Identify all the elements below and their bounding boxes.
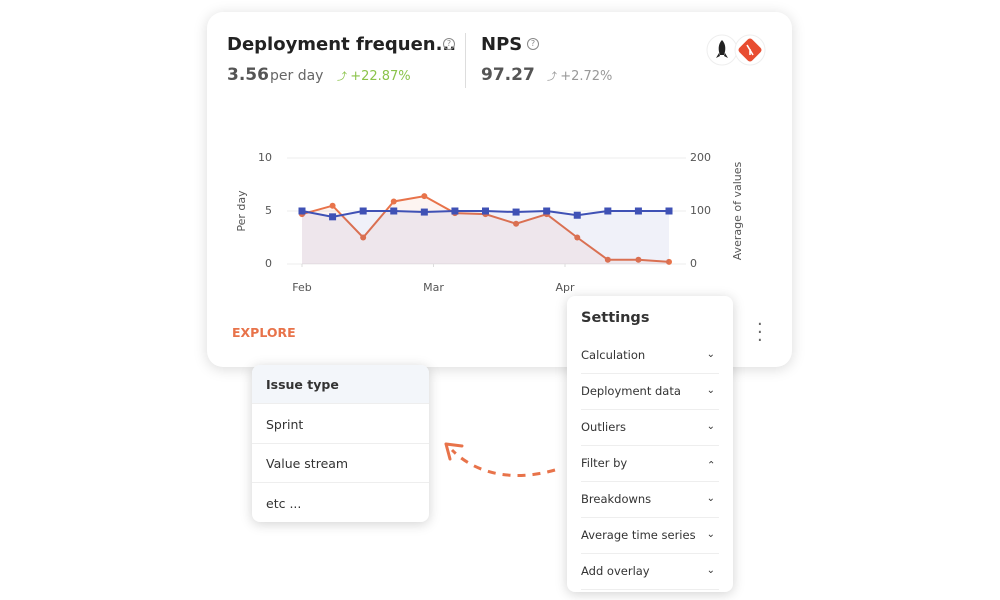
settings-item[interactable]: Breakdowns ⌄ [581, 481, 719, 518]
change-text: +22.87% [350, 69, 411, 84]
x-tick-label: Apr [556, 281, 576, 294]
point-marker [665, 207, 673, 215]
metric-value: 3.56 [227, 65, 269, 85]
help-icon[interactable]: ? [443, 38, 455, 50]
point-marker [634, 207, 642, 215]
metric-title: Deployment frequen... [227, 34, 457, 55]
metric-title: NPS [481, 34, 523, 55]
y-tick-label: 10 [258, 151, 272, 164]
y2-tick-label: 100 [690, 204, 711, 217]
point-marker [635, 256, 642, 263]
point-marker [390, 198, 397, 205]
arrow-head [444, 442, 464, 461]
point-marker [666, 258, 672, 265]
divider [465, 33, 466, 88]
point-marker [604, 207, 612, 215]
settings-item[interactable]: Calculation ⌄ [581, 337, 719, 374]
metric-change: ⤴ +22.87% [337, 69, 411, 84]
point-marker [329, 213, 337, 221]
y-tick-label: 0 [265, 257, 272, 270]
point-marker [298, 207, 306, 215]
x-tick-label: Feb [292, 281, 311, 294]
y-tick-label: 5 [265, 204, 272, 217]
y2-tick-label: 200 [690, 151, 711, 164]
settings-title: Settings [581, 310, 650, 326]
source-icons [706, 34, 766, 66]
settings-item[interactable]: Filter by ⌄ [581, 445, 719, 482]
filter-item[interactable]: Issue type [252, 365, 429, 404]
point-marker [329, 202, 336, 209]
point-marker [604, 256, 611, 263]
metric-unit: per day [270, 68, 324, 84]
point-marker [451, 207, 459, 215]
rocket-shape [716, 40, 728, 58]
settings-item[interactable]: Average time series ⌄ [581, 517, 719, 554]
series-area [302, 211, 669, 264]
metric-card: Deployment frequen... ? 3.56 per day ⤴ +… [207, 12, 792, 367]
chevron: ⌄ [706, 385, 715, 396]
chevron: ⌄ [706, 349, 715, 360]
point-marker [543, 207, 551, 215]
point-marker [574, 234, 581, 241]
explore-link[interactable]: EXPLORE [232, 325, 296, 340]
filter-item[interactable]: Sprint [252, 405, 429, 444]
chart: Per day Average of values 05100100200Feb… [235, 151, 744, 294]
settings-item[interactable]: Deployment data ⌄ [581, 373, 719, 410]
settings-item[interactable]: Add overlay ⌄ [581, 553, 719, 590]
y2-axis-label: Average of values [731, 161, 744, 260]
help-icon[interactable]: ? [527, 38, 539, 50]
y2-tick-label: 0 [690, 257, 697, 270]
point-marker [513, 220, 520, 227]
point-marker [421, 193, 428, 200]
chevron: ⌄ [706, 458, 715, 469]
git-branch [746, 44, 754, 56]
point-marker [420, 208, 428, 216]
point-marker [359, 207, 367, 215]
settings-panel: Settings Calculation ⌄ Deployment data ⌄ Out… [567, 296, 733, 592]
chevron: ⌄ [706, 529, 715, 540]
more-menu[interactable]: · · · [757, 314, 763, 351]
chevron: ⌄ [706, 565, 715, 576]
chevron: ⌄ [706, 493, 715, 504]
point-marker [482, 207, 489, 215]
x-tick-label: Mar [423, 281, 444, 294]
metric-value: 97.27 [481, 65, 535, 85]
dashed-arrow [450, 448, 556, 477]
filter-item[interactable]: Value stream [252, 444, 429, 483]
point-marker [573, 211, 581, 219]
metric-change: ⤴ +2.72% [547, 69, 613, 84]
filter-menu: Issue type Sprint Value stream etc ... [252, 365, 429, 522]
change-text: +2.72% [560, 69, 613, 84]
chevron: ⌄ [706, 421, 715, 432]
settings-item[interactable]: Outliers ⌄ [581, 409, 719, 446]
point-marker [390, 207, 398, 215]
filter-item[interactable]: etc ... [266, 495, 302, 511]
y-axis-label: Per day [235, 190, 248, 232]
point-marker [360, 234, 367, 241]
point-marker [512, 208, 520, 216]
